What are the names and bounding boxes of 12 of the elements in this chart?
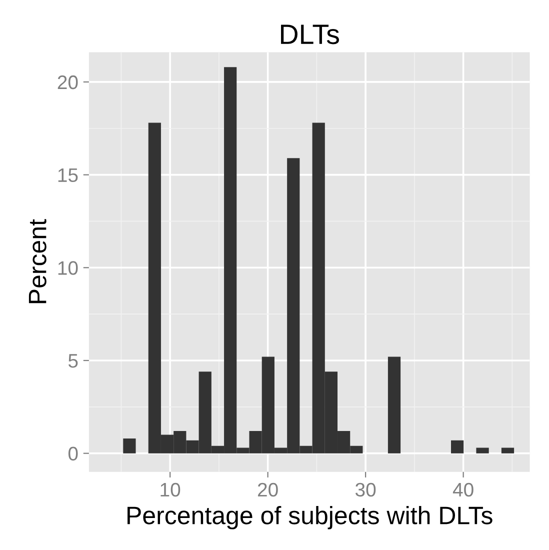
y-tick-label: 5: [68, 354, 78, 368]
x-tick-label: 20: [258, 482, 278, 497]
y-tick-label: 0: [68, 446, 78, 461]
y-tick-label: 15: [58, 168, 78, 182]
x-tick-label: 10: [160, 482, 180, 497]
y-tick-label: 10: [58, 261, 78, 275]
x-axis-title: Percentage of subjects with DLTs: [128, 506, 492, 530]
y-axis-title: Percent: [28, 219, 46, 304]
x-tick-label: 30: [355, 482, 376, 497]
y-tick-label: 20: [58, 75, 78, 90]
chart-title: DLTs: [281, 24, 339, 44]
x-tick-label: 40: [452, 482, 474, 497]
